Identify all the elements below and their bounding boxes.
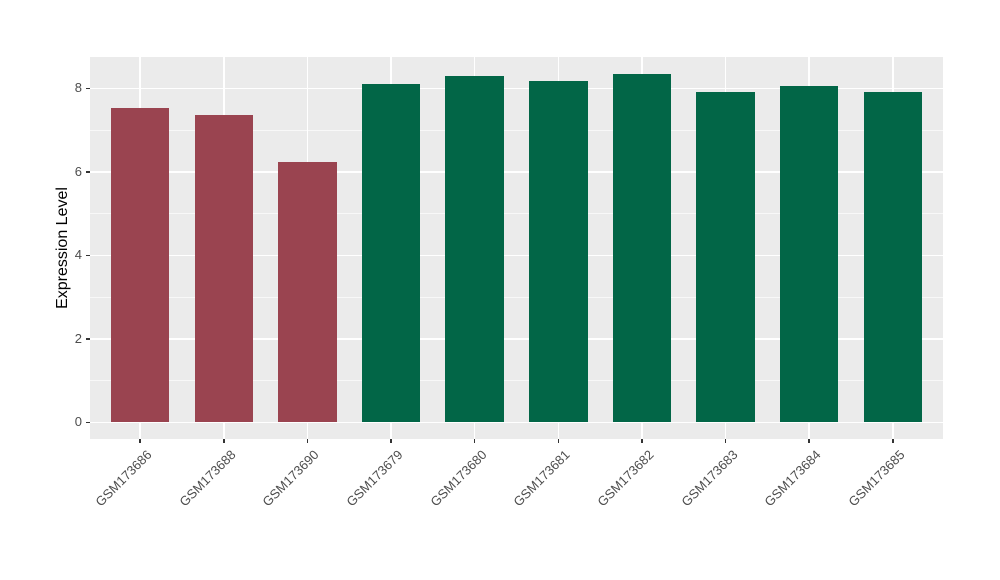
x-tick-mark xyxy=(724,439,727,443)
y-tick-label: 6 xyxy=(74,163,82,179)
y-tick-label: 0 xyxy=(74,414,82,430)
bar-GSM173682 xyxy=(612,73,672,423)
y-tick-label: 4 xyxy=(74,247,82,263)
y-tick-label: 8 xyxy=(74,80,82,96)
bar-GSM173686 xyxy=(110,107,170,423)
bar-GSM173685 xyxy=(863,91,923,423)
bar-GSM173683 xyxy=(696,92,755,423)
y-tick-mark xyxy=(86,171,90,173)
bar-GSM173690 xyxy=(278,161,337,423)
x-tick-label: GSM173679 xyxy=(343,447,406,510)
x-tick-mark xyxy=(473,439,476,443)
x-tick-label: GSM173683 xyxy=(677,447,741,510)
bar-GSM173681 xyxy=(529,81,588,423)
major-gridline xyxy=(90,171,943,173)
x-tick-mark xyxy=(557,439,560,443)
major-gridline xyxy=(90,421,943,424)
x-tick-label: GSM173681 xyxy=(510,447,573,510)
x-tick-label: GSM173688 xyxy=(176,447,239,510)
y-tick-label: 2 xyxy=(74,330,82,346)
y-tick-mark xyxy=(86,338,90,340)
major-gridline xyxy=(90,254,943,257)
bar-GSM173684 xyxy=(779,86,839,423)
minor-gridline xyxy=(90,296,943,298)
plot-panel xyxy=(90,57,943,439)
minor-gridline xyxy=(90,213,943,215)
y-tick-mark xyxy=(86,254,90,257)
x-tick-mark xyxy=(139,439,141,443)
x-tick-mark xyxy=(808,439,810,443)
x-tick-mark xyxy=(223,439,225,443)
major-gridline xyxy=(90,87,943,90)
x-tick-label: GSM173686 xyxy=(92,447,155,510)
bar-GSM173679 xyxy=(361,83,421,423)
x-tick-label: GSM173680 xyxy=(427,447,490,510)
x-tick-label: GSM173684 xyxy=(761,447,824,510)
x-tick-mark xyxy=(390,439,392,443)
bar-GSM173680 xyxy=(445,75,504,423)
x-tick-label: GSM173682 xyxy=(594,447,657,510)
y-tick-mark xyxy=(86,87,90,90)
minor-gridline xyxy=(90,129,943,131)
x-tick-mark xyxy=(306,439,309,443)
x-tick-mark xyxy=(892,439,894,443)
x-tick-label: GSM173685 xyxy=(845,447,908,510)
x-tick-mark xyxy=(641,439,643,443)
x-tick-label: GSM173690 xyxy=(259,447,323,510)
bar-GSM173688 xyxy=(194,114,254,423)
major-gridline xyxy=(90,338,943,340)
y-tick-mark xyxy=(86,421,90,424)
minor-gridline xyxy=(90,380,943,382)
